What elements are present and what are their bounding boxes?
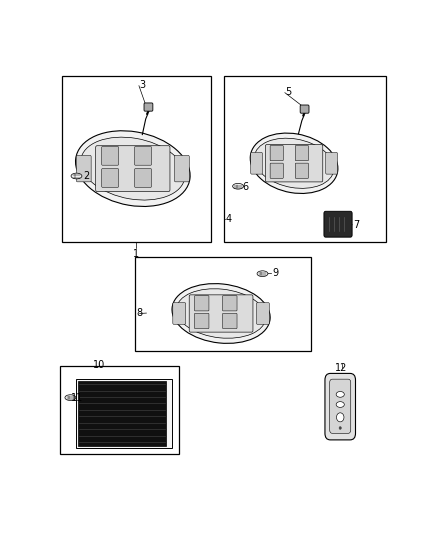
- FancyBboxPatch shape: [324, 211, 352, 237]
- FancyBboxPatch shape: [144, 103, 153, 111]
- FancyBboxPatch shape: [76, 156, 91, 182]
- Ellipse shape: [336, 413, 344, 422]
- Text: 2: 2: [84, 171, 90, 181]
- FancyBboxPatch shape: [134, 168, 152, 187]
- FancyBboxPatch shape: [223, 313, 237, 328]
- FancyBboxPatch shape: [60, 366, 179, 454]
- Ellipse shape: [336, 392, 344, 397]
- FancyBboxPatch shape: [295, 163, 308, 179]
- Ellipse shape: [65, 395, 76, 400]
- Ellipse shape: [339, 426, 341, 430]
- FancyBboxPatch shape: [102, 168, 118, 187]
- FancyBboxPatch shape: [189, 295, 253, 332]
- FancyBboxPatch shape: [257, 303, 269, 324]
- FancyBboxPatch shape: [61, 76, 211, 243]
- FancyBboxPatch shape: [194, 313, 209, 328]
- FancyBboxPatch shape: [224, 76, 386, 243]
- FancyBboxPatch shape: [194, 296, 209, 311]
- Text: 4: 4: [226, 214, 232, 224]
- FancyBboxPatch shape: [270, 146, 283, 161]
- FancyBboxPatch shape: [251, 152, 262, 174]
- Ellipse shape: [257, 271, 268, 277]
- Text: 3: 3: [140, 80, 146, 90]
- FancyBboxPatch shape: [102, 147, 118, 165]
- Text: 9: 9: [272, 268, 278, 278]
- FancyBboxPatch shape: [326, 152, 337, 174]
- FancyBboxPatch shape: [270, 163, 283, 179]
- Ellipse shape: [71, 173, 82, 179]
- FancyBboxPatch shape: [295, 146, 308, 161]
- Ellipse shape: [75, 131, 190, 206]
- Text: 5: 5: [286, 87, 292, 97]
- Text: 1: 1: [133, 249, 139, 260]
- Text: 11: 11: [71, 393, 83, 403]
- FancyBboxPatch shape: [265, 144, 323, 182]
- Ellipse shape: [254, 138, 334, 188]
- FancyBboxPatch shape: [76, 379, 172, 448]
- Text: 12: 12: [336, 363, 348, 373]
- FancyBboxPatch shape: [173, 303, 186, 324]
- FancyBboxPatch shape: [300, 105, 309, 113]
- Text: 7: 7: [353, 220, 359, 230]
- Text: 6: 6: [242, 182, 248, 192]
- FancyBboxPatch shape: [134, 147, 152, 165]
- FancyBboxPatch shape: [95, 146, 170, 191]
- FancyBboxPatch shape: [78, 381, 166, 446]
- FancyBboxPatch shape: [330, 379, 351, 433]
- Ellipse shape: [250, 133, 338, 193]
- Ellipse shape: [177, 289, 266, 338]
- Text: 8: 8: [136, 309, 142, 319]
- Ellipse shape: [336, 402, 344, 407]
- FancyBboxPatch shape: [174, 156, 189, 182]
- Ellipse shape: [81, 137, 185, 200]
- FancyBboxPatch shape: [223, 296, 237, 311]
- Text: 10: 10: [93, 360, 105, 370]
- Ellipse shape: [233, 183, 244, 189]
- FancyBboxPatch shape: [325, 374, 356, 440]
- Ellipse shape: [172, 284, 270, 343]
- FancyBboxPatch shape: [134, 257, 311, 351]
